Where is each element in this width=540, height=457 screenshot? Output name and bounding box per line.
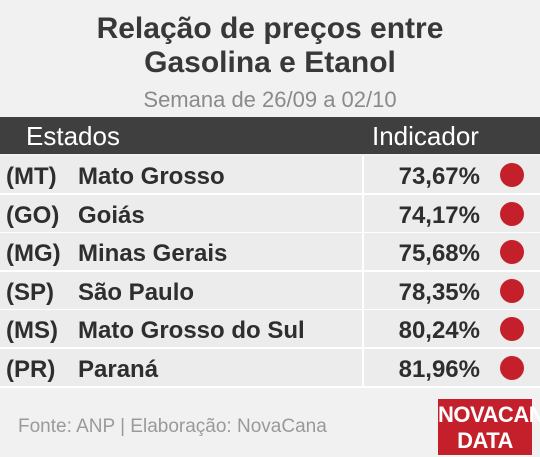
- state-code: (PR): [6, 355, 56, 383]
- state-code: (SP): [6, 278, 54, 306]
- subtitle: Semana de 26/09 a 02/10: [143, 87, 397, 112]
- separator: [362, 156, 364, 193]
- separator: [362, 348, 364, 386]
- indicator-value: 75,68%: [398, 240, 480, 267]
- status-dot: [500, 278, 524, 303]
- state-code: (MS): [6, 317, 58, 344]
- logo-text: DATA: [457, 428, 513, 453]
- table-row: (MT) Mato Grosso 73,67%: [0, 156, 540, 195]
- separator: [362, 271, 364, 309]
- table-row: (MG) Minas Gerais 75,68%: [0, 233, 540, 272]
- state-code: (MT): [6, 163, 57, 190]
- separator: [362, 310, 364, 347]
- logo-text: NOVACANA: [438, 402, 540, 427]
- indicator-value: 78,35%: [398, 278, 480, 306]
- state-name: Mato Grosso: [78, 163, 225, 190]
- indicator-value: 81,96%: [398, 355, 480, 383]
- title-line: Relação de preços entre: [96, 12, 444, 45]
- state-code: (GO): [6, 201, 60, 229]
- status-dot: [500, 317, 524, 341]
- status-dot: [500, 240, 524, 264]
- table-row: (SP) São Paulo 78,35%: [0, 271, 540, 311]
- status-dot: [500, 163, 524, 187]
- logo: NOVACANA DATA: [438, 399, 540, 455]
- column-header: Indicador: [372, 121, 479, 151]
- status-dot: [500, 201, 524, 226]
- state-name: Goiás: [78, 201, 145, 229]
- indicator-value: 80,24%: [398, 317, 480, 344]
- table-row: (PR) Paraná 81,96%: [0, 348, 540, 388]
- table-row: (MS) Mato Grosso do Sul 80,24%: [0, 310, 540, 349]
- separator: [362, 233, 364, 270]
- status-dot: [500, 355, 524, 380]
- state-name: Minas Gerais: [78, 240, 228, 267]
- state-name: São Paulo: [78, 278, 195, 306]
- indicator-value: 74,17%: [398, 201, 480, 229]
- title-line: Gasolina e Etanol: [144, 46, 396, 79]
- state-name: Paraná: [78, 355, 159, 383]
- table-row: (GO) Goiás 74,17%: [0, 194, 540, 234]
- column-header: Estados: [26, 121, 120, 151]
- state-code: (MG): [6, 240, 61, 267]
- table-header: Estados Indicador: [0, 117, 540, 154]
- separator: [362, 194, 364, 232]
- state-name: Mato Grosso do Sul: [78, 317, 305, 344]
- indicator-value: 73,67%: [398, 163, 480, 190]
- source: Fonte: ANP | Elaboração: NovaCana: [18, 416, 327, 437]
